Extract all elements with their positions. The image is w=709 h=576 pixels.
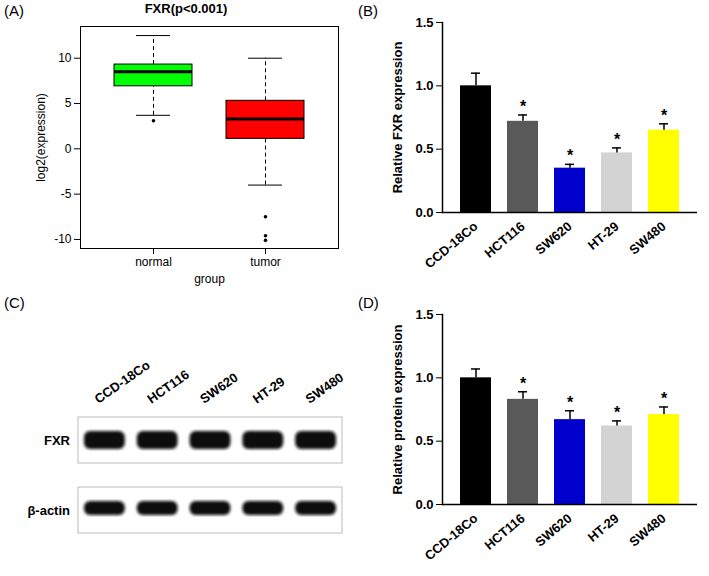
svg-text:*: * (567, 147, 574, 164)
svg-text:*: * (520, 98, 527, 115)
svg-text:0: 0 (65, 142, 72, 156)
svg-text:CCD-18Co: CCD-18Co (422, 219, 481, 272)
svg-text:tumor: tumor (250, 255, 281, 269)
svg-text:0.0: 0.0 (415, 497, 433, 512)
svg-text:CCD-18Co: CCD-18Co (422, 511, 481, 564)
svg-text:*: * (661, 390, 668, 407)
svg-text:0.0: 0.0 (415, 205, 433, 220)
svg-text:*: * (567, 394, 574, 411)
svg-text:Relative FXR expression: Relative FXR expression (390, 42, 405, 194)
svg-text:-10: -10 (54, 232, 72, 246)
svg-text:CCD-18Co: CCD-18Co (92, 357, 153, 406)
svg-text:HT-29: HT-29 (585, 511, 622, 545)
svg-text:FXR: FXR (44, 433, 71, 448)
svg-text:SW620: SW620 (532, 511, 574, 550)
svg-text:SW620: SW620 (532, 219, 574, 258)
svg-text:HCT116: HCT116 (144, 367, 192, 407)
svg-text:SW620: SW620 (197, 370, 241, 407)
svg-text:10: 10 (58, 51, 72, 65)
svg-text:1.5: 1.5 (415, 15, 433, 30)
svg-text:HT-29: HT-29 (250, 374, 288, 407)
svg-text:SW480: SW480 (626, 511, 668, 550)
html-text:(C): (C) (4, 294, 25, 311)
svg-text:log2(expression): log2(expression) (34, 93, 48, 182)
svg-text:0.5: 0.5 (415, 141, 433, 156)
svg-text:*: * (520, 375, 527, 392)
svg-text:-5: -5 (61, 187, 72, 201)
svg-text:normal: normal (135, 255, 172, 269)
html-text:(D): (D) (358, 294, 379, 311)
svg-text:HCT116: HCT116 (481, 219, 527, 261)
svg-text:Relative protein expression: Relative protein expression (390, 325, 405, 495)
svg-text:0.5: 0.5 (415, 433, 433, 448)
svg-text:5: 5 (65, 96, 72, 110)
svg-text:β-actin: β-actin (27, 503, 70, 518)
svg-text:group: group (194, 272, 225, 286)
svg-text:1.5: 1.5 (415, 307, 433, 322)
svg-text:HT-29: HT-29 (585, 219, 622, 253)
svg-text:1.0: 1.0 (415, 78, 433, 93)
svg-text:*: * (661, 107, 668, 124)
svg-text:*: * (614, 404, 621, 421)
svg-text:1.0: 1.0 (415, 370, 433, 385)
svg-text:*: * (614, 131, 621, 148)
svg-text:SW480: SW480 (303, 370, 347, 407)
html-text:FXR(p<0.001): FXR(p<0.001) (144, 1, 228, 16)
html-text:(B): (B) (358, 2, 378, 19)
svg-text:HCT116: HCT116 (481, 511, 527, 553)
html-text:(A): (A) (4, 2, 24, 19)
svg-text:SW480: SW480 (626, 219, 668, 258)
